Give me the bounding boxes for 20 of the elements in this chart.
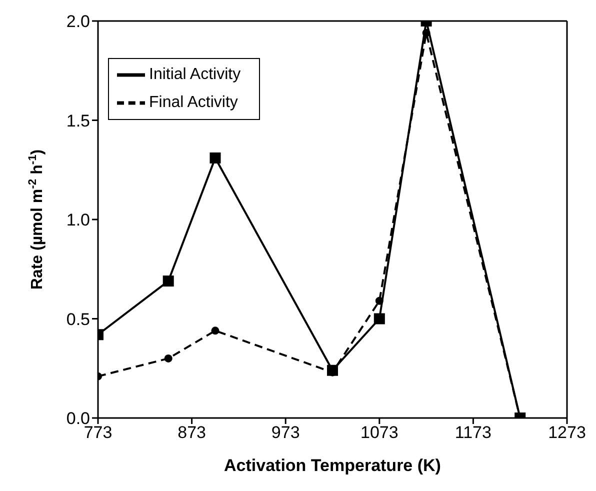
x-tick-label: 873	[178, 423, 206, 442]
x-axis-title: Activation Temperature (K)	[224, 456, 441, 475]
point	[374, 313, 385, 324]
legend-label: Initial Activity	[149, 66, 241, 84]
y-tick-label: 0.5	[66, 310, 90, 329]
point	[211, 326, 220, 335]
x-tick-label: 1273	[548, 423, 586, 442]
point	[164, 354, 172, 362]
point	[162, 276, 174, 287]
x-tick-label: 773	[84, 423, 112, 442]
point	[210, 152, 221, 164]
y-tick-label: 1.0	[66, 210, 90, 230]
point	[422, 28, 430, 37]
legend-label: Final Activity	[149, 94, 238, 112]
point	[375, 296, 384, 305]
x-tick-label: 1073	[360, 423, 398, 442]
y-tick-label: 2.0	[66, 12, 90, 32]
x-tick-label: 1173	[454, 423, 492, 442]
x-tick-label: 973	[271, 423, 300, 442]
y-tick-label: 1.5	[66, 111, 90, 130]
